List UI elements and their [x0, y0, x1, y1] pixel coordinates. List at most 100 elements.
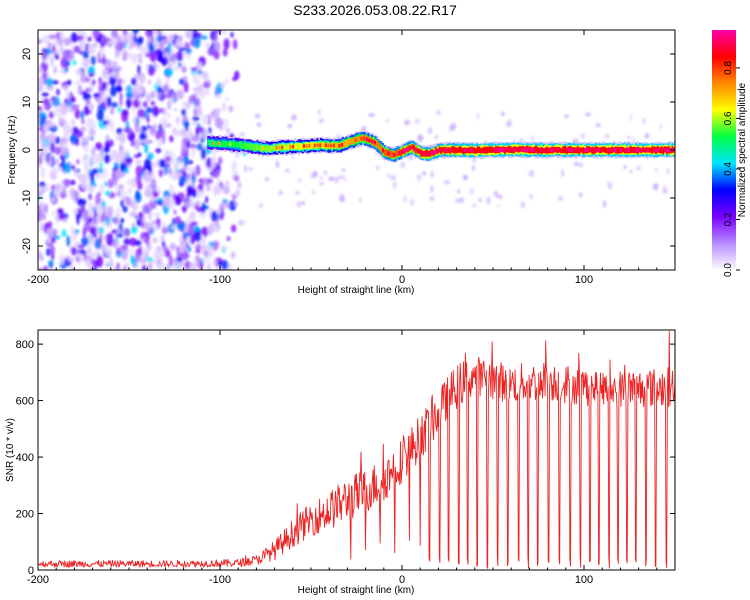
- noise-speck: [198, 90, 206, 100]
- track-segment: [269, 145, 272, 153]
- track-segment: [580, 147, 583, 153]
- noise-speck: [218, 156, 223, 165]
- track-core: [502, 148, 505, 152]
- noise-speck: [123, 238, 131, 246]
- noise-speck: [48, 122, 56, 128]
- noise-speck: [106, 96, 112, 108]
- noise-speck: [69, 96, 76, 103]
- noise-speck: [88, 85, 96, 91]
- noise-speck: [90, 147, 96, 156]
- noise-speck: [97, 158, 101, 164]
- track-core: [589, 148, 592, 152]
- noise-speck: [43, 123, 49, 132]
- noise-speck: [83, 165, 89, 172]
- track-segment: [380, 146, 383, 152]
- track-segment: [223, 140, 226, 148]
- noise-speck: [54, 136, 61, 145]
- noise-speck: [476, 112, 480, 121]
- noise-speck: [84, 143, 89, 153]
- track-segment: [265, 145, 268, 153]
- noise-speck: [124, 229, 129, 236]
- noise-speck: [56, 208, 64, 215]
- track-core: [545, 148, 548, 152]
- noise-speck: [497, 194, 503, 199]
- noise-speck: [629, 169, 633, 174]
- noise-speck: [153, 249, 161, 259]
- noise-speck: [70, 32, 78, 43]
- noise-speck: [196, 143, 203, 151]
- noise-speck: [125, 150, 130, 155]
- noise-speck: [162, 84, 170, 93]
- noise-speck: [143, 170, 151, 183]
- noise-speck: [66, 162, 71, 174]
- spectrogram-y-tick-label: 10: [21, 96, 33, 108]
- noise-speck: [55, 213, 60, 224]
- noise-speck: [206, 263, 212, 270]
- noise-speck: [72, 208, 78, 215]
- noise-speck: [232, 175, 236, 180]
- noise-speck: [166, 123, 171, 128]
- noise-speck: [131, 77, 137, 86]
- noise-speck: [216, 178, 221, 185]
- noise-speck: [54, 53, 60, 60]
- noise-speck: [190, 221, 198, 227]
- noise-speck: [166, 112, 171, 119]
- noise-speck: [91, 168, 99, 175]
- noise-speck: [122, 30, 127, 35]
- noise-speck: [164, 93, 173, 99]
- noise-speck: [88, 222, 96, 227]
- noise-speck: [220, 30, 227, 36]
- noise-speck: [61, 118, 67, 124]
- noise-speck: [455, 198, 460, 204]
- noise-speck: [122, 205, 128, 213]
- track-core: [624, 148, 628, 152]
- noise-speck: [63, 37, 71, 46]
- noise-speck: [87, 43, 96, 55]
- track-core: [513, 147, 516, 152]
- noise-speck: [235, 189, 240, 197]
- noise-speck: [154, 30, 159, 38]
- noise-speck: [99, 232, 103, 245]
- track-core: [504, 147, 507, 152]
- noise-speck: [99, 150, 105, 162]
- noise-speck: [138, 95, 143, 102]
- noise-speck: [103, 68, 109, 78]
- noise-speck: [233, 201, 239, 207]
- noise-speck: [111, 30, 118, 39]
- noise-speck: [215, 117, 224, 129]
- track-segment: [210, 139, 213, 147]
- noise-speck: [38, 75, 45, 87]
- noise-speck: [147, 124, 151, 129]
- track-core: [392, 153, 396, 157]
- noise-speck: [182, 114, 188, 120]
- noise-speck: [41, 50, 47, 61]
- track-core: [515, 147, 518, 152]
- noise-speck: [62, 142, 68, 150]
- noise-speck: [138, 211, 144, 219]
- noise-speck: [193, 37, 201, 49]
- noise-speck: [173, 107, 178, 113]
- noise-speck: [157, 53, 163, 62]
- noise-speck: [295, 190, 300, 195]
- noise-speck: [181, 143, 187, 155]
- noise-speck: [172, 52, 178, 60]
- noise-speck: [224, 96, 230, 101]
- track-core: [401, 150, 404, 154]
- noise-speck: [150, 162, 158, 168]
- noise-speck: [61, 58, 66, 66]
- noise-speck: [157, 200, 163, 206]
- noise-speck: [415, 118, 420, 124]
- noise-speck: [623, 165, 627, 170]
- noise-speck: [579, 162, 583, 168]
- noise-speck: [38, 97, 43, 103]
- track-core: [499, 148, 502, 152]
- track-segment: [294, 143, 297, 150]
- noise-speck: [96, 96, 102, 105]
- noise-speck: [166, 68, 174, 77]
- noise-speck: [68, 256, 75, 262]
- noise-speck: [158, 91, 163, 98]
- noise-speck: [99, 183, 105, 195]
- snr-y-tick-label: 600: [16, 396, 34, 408]
- noise-speck: [662, 189, 668, 194]
- noise-speck: [201, 113, 209, 126]
